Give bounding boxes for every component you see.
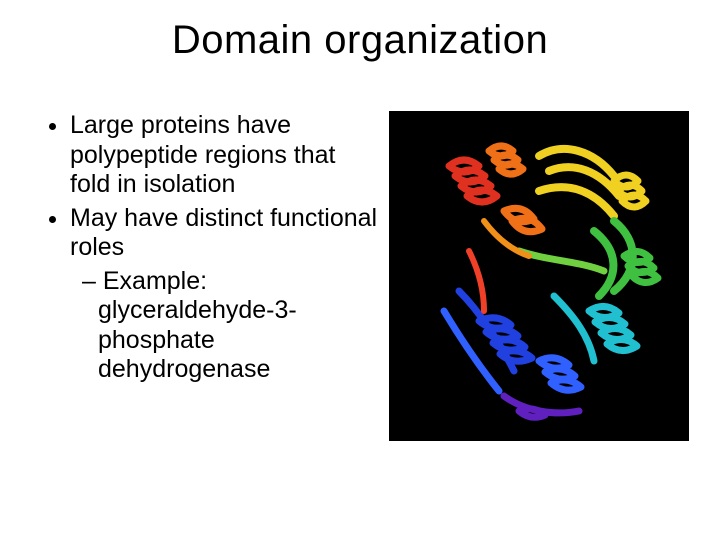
bullet-2: May have distinct functional roles Examp…	[70, 204, 382, 385]
text-column: Large proteins have polypeptide regions …	[42, 111, 382, 389]
slide: Domain organization Large proteins have …	[0, 0, 720, 540]
protein-structure-image	[389, 111, 689, 441]
slide-body: Large proteins have polypeptide regions …	[0, 111, 720, 441]
bullet-2-text: May have distinct functional roles	[70, 204, 377, 262]
image-column	[382, 111, 696, 441]
slide-title: Domain organization	[0, 0, 720, 63]
sub-bullet-1: Example: glyceraldehyde-3-phosphate dehy…	[70, 267, 382, 385]
sub-bullet-list: Example: glyceraldehyde-3-phosphate dehy…	[70, 267, 382, 385]
bullet-1: Large proteins have polypeptide regions …	[70, 111, 382, 200]
protein-ribbon-icon	[389, 111, 689, 441]
bullet-list: Large proteins have polypeptide regions …	[42, 111, 382, 385]
